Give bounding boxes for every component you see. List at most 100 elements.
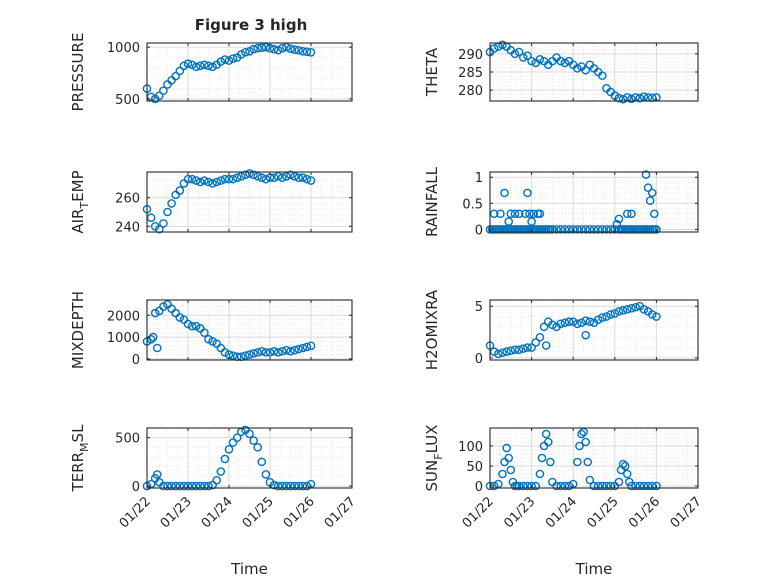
data-point — [643, 183, 653, 192]
data-point — [183, 481, 193, 491]
data-point — [298, 173, 308, 183]
data-point — [232, 173, 242, 183]
y-tick-label: 260 — [115, 192, 140, 207]
data-point — [294, 344, 304, 354]
data-point — [527, 481, 536, 491]
data-point — [179, 481, 189, 491]
figure-title: Figure 3 high — [195, 16, 308, 34]
axes-frame — [146, 299, 353, 361]
data-point — [286, 481, 295, 491]
data-point — [529, 209, 538, 219]
data-point — [187, 174, 197, 184]
data-point — [535, 209, 545, 219]
data-point — [290, 345, 299, 355]
data-point — [212, 177, 221, 187]
y-axis-label: TERRMSL — [69, 424, 91, 493]
subplot-5: 0 1000 2000 MIXDEPTH — [69, 291, 353, 369]
data-point — [195, 61, 205, 71]
y-tick-label: 0 — [132, 353, 140, 368]
data-point — [618, 94, 628, 104]
x-tick-label: 01/27 — [322, 494, 359, 531]
subplot-3: 240 260 AIRTEMP — [69, 169, 353, 235]
data-point — [152, 343, 162, 353]
data-point — [277, 173, 287, 183]
data-point — [647, 481, 657, 491]
data-point — [527, 343, 536, 352]
data-point — [159, 86, 168, 95]
data-point — [589, 225, 599, 234]
data-point — [560, 225, 570, 234]
data-point — [290, 45, 299, 55]
data-point — [535, 332, 545, 342]
data-point — [510, 49, 520, 59]
data-point — [261, 348, 271, 357]
data-point — [518, 53, 528, 62]
data-point — [220, 55, 230, 64]
data-point — [606, 310, 615, 319]
y-tick-label: 100 — [458, 440, 483, 455]
data-point — [622, 305, 632, 314]
data-point — [489, 347, 499, 357]
data-point — [494, 349, 503, 359]
x-tick-label: 01/23 — [501, 494, 538, 531]
axes-frame — [489, 171, 699, 233]
data-point — [150, 308, 160, 318]
data-point — [269, 346, 279, 356]
y-tick-label: 2000 — [107, 309, 140, 324]
data-point — [261, 470, 271, 479]
data-point — [159, 481, 168, 491]
data-point — [232, 433, 242, 442]
data-point — [641, 170, 651, 179]
data-point — [216, 57, 226, 66]
data-point — [257, 346, 267, 356]
data-point — [269, 44, 279, 54]
data-point — [498, 40, 507, 50]
data-point — [581, 65, 590, 75]
data-point — [245, 350, 254, 359]
data-point — [204, 177, 213, 187]
y-tick-label: 500 — [115, 432, 140, 447]
data-point — [257, 43, 267, 52]
data-point — [294, 481, 304, 491]
subplot-1: 500 1000 PRESSURE — [69, 33, 353, 111]
data-point — [204, 481, 213, 491]
data-point — [627, 303, 636, 313]
data-point — [622, 469, 632, 479]
data-point — [269, 173, 279, 183]
y-tick-label: 285 — [458, 66, 483, 81]
y-tick-label: 0.5 — [462, 197, 483, 212]
data-point — [593, 225, 603, 234]
y-tick-label: 0 — [475, 352, 483, 367]
data-point — [277, 43, 287, 53]
data-point — [531, 338, 541, 347]
data-point — [506, 346, 516, 355]
subplot-7: 0 500 01/22 01/23 01/24 01/25 01/26 01/27 TERRMS… — [69, 424, 359, 578]
data-point — [191, 62, 201, 72]
y-tick-label: 280 — [458, 84, 483, 99]
axes-frame — [146, 171, 353, 233]
data-point — [598, 71, 607, 80]
data-point — [496, 209, 505, 219]
data-point — [606, 481, 615, 491]
x-axis-label: Time — [230, 560, 268, 578]
data-point — [253, 443, 263, 452]
data-point — [298, 343, 308, 353]
data-point — [163, 207, 172, 217]
y-axis-label: AIRTEMP — [69, 170, 91, 233]
data-point — [282, 345, 291, 355]
data-point — [220, 174, 230, 184]
data-point — [556, 481, 566, 491]
data-point — [200, 328, 209, 338]
data-point — [573, 64, 582, 73]
data-point — [224, 444, 234, 454]
data-point — [175, 481, 185, 491]
data-point — [583, 457, 593, 467]
data-point — [552, 481, 561, 491]
data-point — [575, 441, 584, 451]
data-point — [253, 348, 263, 357]
data-point — [195, 481, 205, 491]
x-tick-label: 01/24 — [199, 494, 236, 531]
data-point — [622, 209, 632, 219]
data-point — [306, 341, 316, 351]
data-point — [216, 467, 226, 476]
